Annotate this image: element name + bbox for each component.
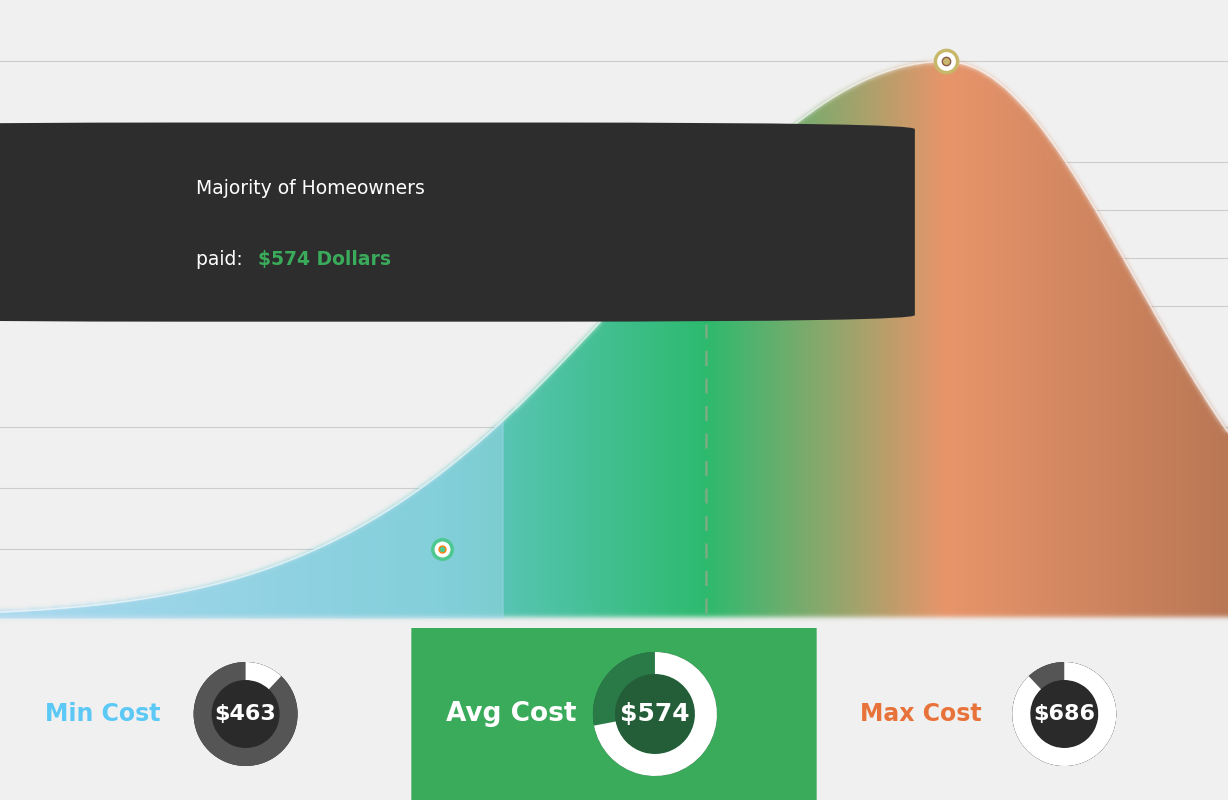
Text: Max Cost: Max Cost: [860, 702, 982, 726]
Wedge shape: [246, 662, 281, 690]
Text: Min Cost: Min Cost: [44, 702, 160, 726]
Text: $686: $686: [1033, 704, 1095, 724]
Wedge shape: [593, 652, 717, 776]
Text: $574 Dollars: $574 Dollars: [258, 250, 391, 269]
Circle shape: [1012, 662, 1116, 766]
Wedge shape: [594, 652, 717, 776]
Wedge shape: [1012, 662, 1116, 766]
Text: $574: $574: [620, 702, 690, 726]
Text: paid:: paid:: [196, 250, 249, 269]
Circle shape: [593, 652, 717, 776]
Text: Majority of Homeowners: Majority of Homeowners: [196, 179, 425, 198]
Text: $463: $463: [215, 704, 276, 724]
Text: Avg Cost: Avg Cost: [447, 701, 577, 727]
Polygon shape: [546, 219, 581, 262]
FancyBboxPatch shape: [0, 122, 915, 322]
FancyBboxPatch shape: [411, 603, 817, 800]
Wedge shape: [194, 662, 297, 766]
Circle shape: [194, 662, 297, 766]
Wedge shape: [1012, 662, 1116, 766]
